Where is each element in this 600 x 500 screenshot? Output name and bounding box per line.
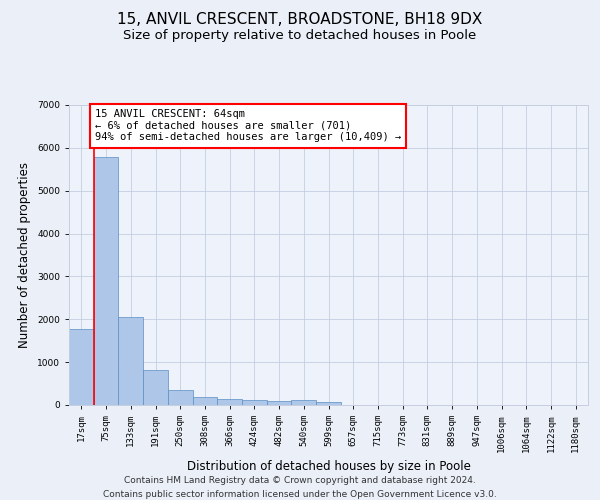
- Bar: [168, 390, 193, 405]
- X-axis label: Distribution of detached houses by size in Poole: Distribution of detached houses by size …: [187, 460, 470, 473]
- Text: Contains public sector information licensed under the Open Government Licence v3: Contains public sector information licen…: [103, 490, 497, 499]
- Bar: [94, 158, 118, 405]
- Bar: [217, 400, 242, 405]
- Text: 15, ANVIL CRESCENT, BROADSTONE, BH18 9DX: 15, ANVIL CRESCENT, BROADSTONE, BH18 9DX: [118, 12, 482, 28]
- Bar: [193, 397, 217, 405]
- Text: Size of property relative to detached houses in Poole: Size of property relative to detached ho…: [124, 29, 476, 42]
- Text: 15 ANVIL CRESCENT: 64sqm
← 6% of detached houses are smaller (701)
94% of semi-d: 15 ANVIL CRESCENT: 64sqm ← 6% of detache…: [95, 110, 401, 142]
- Bar: [118, 316, 143, 405]
- Bar: [242, 400, 267, 405]
- Text: Contains HM Land Registry data © Crown copyright and database right 2024.: Contains HM Land Registry data © Crown c…: [124, 476, 476, 485]
- Bar: [316, 402, 341, 405]
- Bar: [292, 400, 316, 405]
- Bar: [267, 400, 292, 405]
- Bar: [69, 328, 94, 405]
- Bar: [143, 370, 168, 405]
- Y-axis label: Number of detached properties: Number of detached properties: [19, 162, 31, 348]
